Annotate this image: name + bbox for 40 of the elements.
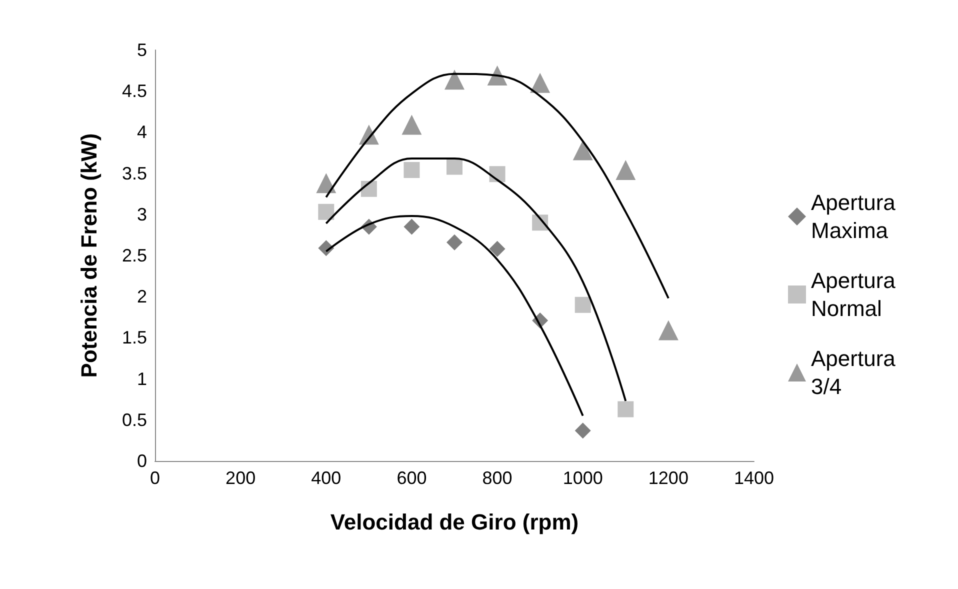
- x-tick-label: 0: [150, 468, 160, 488]
- legend-label: Apertura Maxima: [811, 190, 896, 243]
- x-tick-label: 1200: [648, 468, 688, 488]
- y-axis-title: Potencia de Freno (kW): [76, 133, 102, 378]
- point: [446, 234, 462, 250]
- x-tick-label: 1400: [734, 468, 774, 488]
- point: [618, 401, 634, 418]
- y-tick-label: 3.5: [122, 163, 147, 184]
- x-tick-label: 400: [311, 468, 342, 488]
- x-tick-label: 800: [482, 468, 512, 488]
- point: [574, 296, 591, 313]
- point: [574, 422, 591, 439]
- point: [489, 240, 506, 257]
- y-tick-label: 4: [136, 122, 147, 142]
- point: [616, 160, 636, 180]
- point: [446, 158, 462, 175]
- x-tick-label: 1000: [562, 468, 603, 488]
- y-tick-label: 1.5: [122, 328, 147, 348]
- point: [572, 140, 593, 160]
- x-tick-label: 200: [226, 468, 256, 488]
- y-tick-label: 1: [136, 368, 147, 389]
- y-tick-label: 3: [136, 204, 147, 224]
- y-tick-label: 0.5: [122, 410, 147, 430]
- y-tick-label: 0: [136, 451, 147, 471]
- y-tick-label: 2: [136, 286, 147, 307]
- point: [530, 72, 550, 93]
- legend-label: Apertura 3/4: [811, 346, 896, 399]
- x-tick-label: 600: [396, 468, 427, 488]
- point: [402, 114, 422, 135]
- point: [404, 162, 420, 178]
- point: [444, 70, 464, 90]
- point: [316, 173, 336, 194]
- y-tick-label: 4.5: [122, 81, 147, 102]
- point: [658, 320, 678, 340]
- y-tick-label: 2.5: [122, 246, 147, 266]
- x-axis-title: Velocidad de Giro (rpm): [330, 510, 579, 534]
- point: [318, 204, 334, 220]
- point: [404, 218, 420, 235]
- legend-label: Apertura Normal: [811, 268, 896, 321]
- y-tick-label: 5: [136, 40, 147, 60]
